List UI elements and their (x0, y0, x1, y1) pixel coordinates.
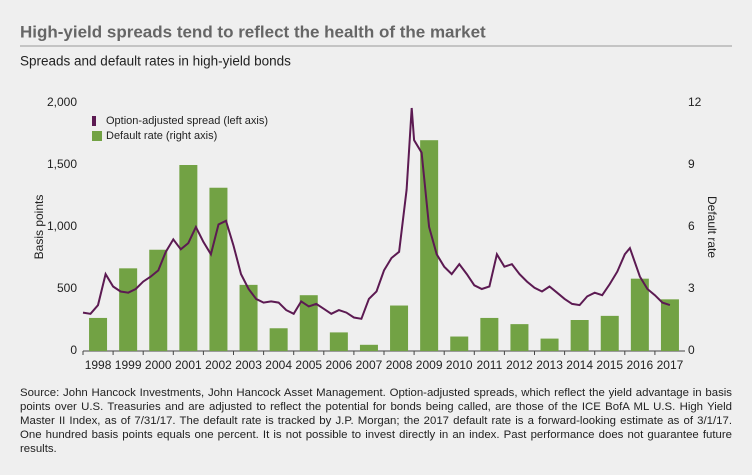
bar (179, 165, 198, 351)
bar (299, 295, 318, 351)
x-tick-label: 2003 (235, 358, 262, 372)
x-tick-label: 1999 (115, 358, 142, 372)
x-tick-label: 2011 (476, 358, 502, 372)
x-tick-label: 2008 (386, 358, 413, 372)
bar (540, 338, 559, 351)
x-tick-label: 2013 (536, 358, 563, 372)
x-tick-label: 2017 (657, 358, 684, 372)
bar (149, 249, 168, 351)
y2-tick-label: 3 (688, 281, 695, 295)
bar (119, 268, 138, 351)
bar (630, 278, 649, 351)
x-tick-label: 2016 (626, 358, 653, 372)
legend-swatch (92, 116, 96, 126)
y2-tick-label: 12 (688, 95, 702, 109)
bar (420, 140, 439, 351)
bar (660, 299, 679, 351)
x-tick-label: 2012 (506, 358, 533, 372)
bar (329, 332, 348, 351)
x-tick-label: 2014 (566, 358, 593, 372)
bar (209, 187, 228, 351)
x-tick-label: 2009 (416, 358, 443, 372)
y2-axis-label: Default rate (705, 196, 719, 258)
bar (600, 315, 619, 351)
bar (89, 317, 108, 351)
x-tick-label: 1998 (85, 358, 112, 372)
bar (239, 284, 258, 351)
bar (390, 305, 409, 351)
chart-subtitle: Spreads and default rates in high-yield … (20, 54, 291, 69)
x-tick-label: 2006 (325, 358, 352, 372)
bar (450, 336, 469, 351)
chart: High-yield spreads tend to reflect the h… (20, 22, 732, 372)
x-tick-label: 2001 (175, 358, 202, 372)
x-tick-label: 2004 (265, 358, 292, 372)
y2-tick-label: 0 (688, 343, 695, 357)
legend-label: Option-adjusted spread (left axis) (106, 115, 268, 127)
chart-title: High-yield spreads tend to reflect the h… (20, 22, 486, 41)
x-tick-label: 2000 (145, 358, 172, 372)
bar (480, 317, 499, 351)
y-tick-label: 0 (70, 343, 77, 357)
y-tick-label: 500 (57, 281, 77, 295)
bar (359, 344, 378, 351)
y-tick-label: 1,000 (47, 219, 77, 233)
x-tick-label: 2010 (446, 358, 473, 372)
spread-line (82, 107, 671, 320)
y-axis-label: Basis points (32, 195, 46, 260)
y2-tick-label: 6 (688, 219, 695, 233)
x-tick-label: 2005 (295, 358, 322, 372)
bar (269, 328, 288, 351)
y-tick-label: 1,500 (47, 157, 77, 171)
source-note: Source: John Hancock Investments, John H… (20, 387, 732, 455)
bar (510, 324, 529, 351)
y2-tick-label: 9 (688, 157, 695, 171)
y-tick-label: 2,000 (47, 95, 77, 109)
x-tick-label: 2007 (356, 358, 383, 372)
x-tick-label: 2015 (596, 358, 623, 372)
legend-label: Default rate (right axis) (106, 130, 217, 142)
x-tick-label: 2002 (205, 358, 232, 372)
legend-swatch (92, 131, 102, 141)
bar (570, 320, 589, 351)
